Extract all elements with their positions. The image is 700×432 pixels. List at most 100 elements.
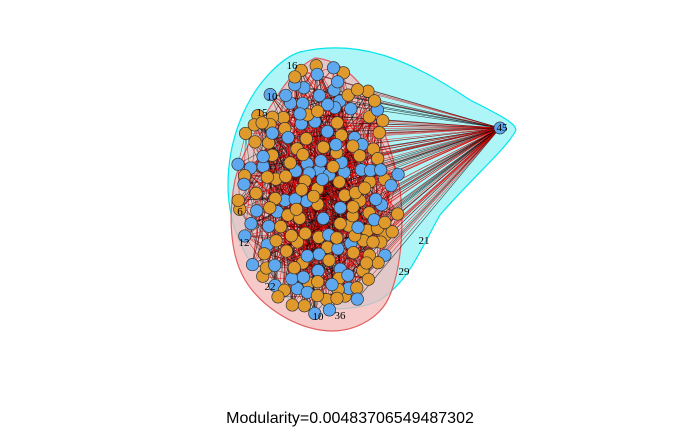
network-node (296, 270, 310, 284)
network-node (350, 292, 364, 306)
network-node (311, 104, 325, 118)
network-node (285, 298, 299, 312)
network-node (268, 258, 282, 272)
network-node (300, 249, 314, 263)
network-node (341, 268, 355, 282)
network-node (295, 183, 309, 197)
network-node (361, 272, 375, 286)
hub-edge (339, 100, 501, 129)
network-node (245, 258, 260, 272)
hub-edge (374, 127, 501, 221)
network-node (351, 220, 365, 234)
network-node (310, 289, 324, 303)
network-node (285, 272, 299, 286)
network-node (271, 290, 285, 304)
network-node (346, 246, 360, 260)
hub-edge (270, 94, 501, 129)
network-node (237, 177, 251, 191)
network-node (359, 256, 374, 270)
network-node (310, 67, 324, 81)
node-label: 36 (335, 310, 347, 322)
network-node (312, 88, 326, 103)
network-node (289, 202, 303, 216)
network-node (369, 192, 383, 206)
network-node (244, 217, 258, 231)
node-label: 29 (399, 266, 411, 278)
network-node (326, 61, 341, 75)
network-node (391, 207, 405, 221)
network-node (255, 116, 269, 130)
network-node (385, 225, 399, 239)
network-node (276, 111, 290, 125)
network-node (316, 140, 330, 154)
network-node (231, 157, 245, 171)
network-node (374, 163, 388, 177)
network-node (353, 149, 367, 163)
node-label: 21 (419, 235, 430, 247)
network-node (332, 175, 346, 189)
hub-node-label: 45 (497, 122, 509, 134)
network-node (322, 303, 336, 317)
hub-edge (314, 121, 501, 129)
hub-edge (333, 89, 501, 129)
node-label: 22 (265, 281, 276, 293)
node-label: 6 (237, 206, 243, 218)
network-node (288, 70, 302, 84)
network-node (250, 204, 264, 218)
hub-edge (357, 127, 501, 300)
network-node (333, 201, 347, 215)
network-node (274, 220, 288, 234)
network-node (297, 299, 311, 313)
network-node (279, 244, 294, 258)
network-node (279, 88, 293, 102)
network-node (231, 193, 245, 207)
hub-edge (317, 127, 501, 296)
hub-edge (370, 127, 501, 171)
hub-edge (295, 127, 501, 200)
network-node (262, 219, 276, 233)
hub-edge (344, 127, 501, 297)
network-node (257, 247, 271, 261)
network-node (298, 226, 312, 240)
network-node (260, 170, 274, 184)
network-node (325, 278, 339, 292)
network-node (331, 75, 345, 89)
network-node (284, 229, 298, 243)
hub-edge (297, 127, 501, 243)
node-label: 10 (267, 91, 279, 103)
node-layer: 16 15 10 12 6 22 21 29 10 36 45 (231, 59, 509, 323)
network-node (239, 126, 253, 140)
hub-edge (317, 74, 501, 129)
network-node (358, 181, 372, 195)
network-node (346, 139, 360, 153)
network-node (366, 235, 380, 249)
network-node (350, 281, 364, 295)
node-label: 10 (313, 311, 325, 323)
network-node (338, 188, 352, 202)
network-node (281, 130, 295, 145)
network-node (307, 189, 321, 203)
network-node (378, 215, 392, 230)
network-node (391, 167, 405, 182)
network-node (263, 201, 277, 215)
hub-edge (357, 89, 501, 129)
network-node (322, 253, 336, 267)
hub-edge (369, 127, 501, 214)
node-label: 12 (239, 237, 250, 249)
network-edge (254, 120, 383, 143)
network-node (376, 114, 390, 128)
network-node (314, 154, 328, 168)
hub-edge (329, 127, 501, 311)
hub-edge (327, 127, 501, 132)
modularity-caption: Modularity=0.00483706549487302 (226, 410, 474, 427)
network-node (320, 125, 334, 139)
network-node (344, 102, 358, 116)
network-node (249, 186, 263, 200)
network-node (384, 178, 398, 193)
network-node (372, 126, 386, 140)
network-node (263, 88, 277, 102)
network-node (256, 150, 270, 164)
hub-edge (382, 120, 501, 129)
